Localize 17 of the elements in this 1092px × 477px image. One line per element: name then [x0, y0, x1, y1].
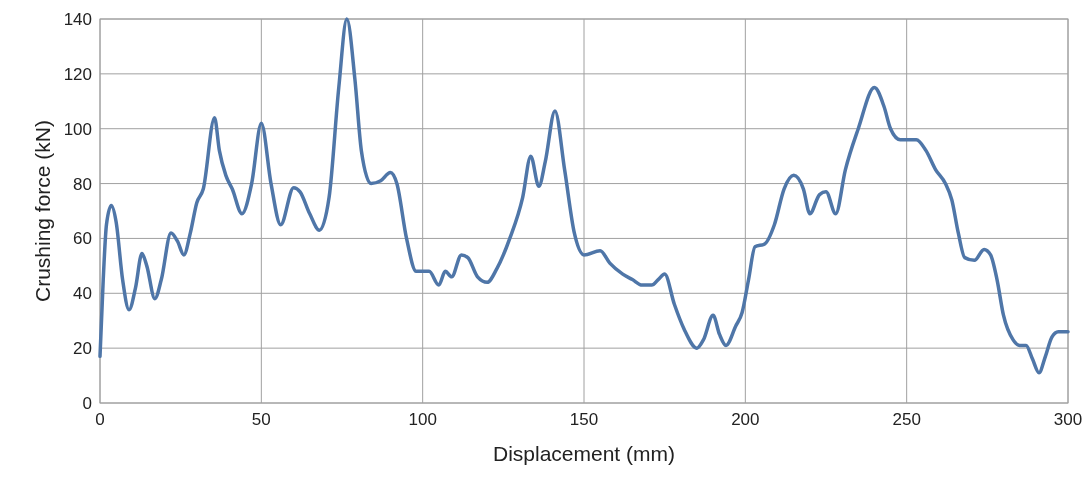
y-tick-label: 20 — [73, 339, 92, 359]
x-axis-title: Displacement (mm) — [492, 442, 676, 465]
x-tick-label: 0 — [95, 410, 105, 429]
x-tick-label: 300 — [1053, 410, 1083, 429]
y-tick-label: 80 — [73, 174, 92, 194]
x-tick-label: 100 — [408, 410, 437, 429]
y-tick-label: 100 — [63, 119, 92, 139]
x-tick-label: 150 — [569, 410, 599, 429]
y-tick-label: 0 — [82, 393, 92, 413]
x-tick-label: 50 — [251, 410, 271, 429]
y-tick-label: 40 — [73, 284, 92, 304]
y-axis-title: Crushing force (kN) — [31, 119, 54, 303]
x-tick-label: 250 — [892, 410, 921, 429]
y-tick-label: 60 — [73, 229, 92, 249]
x-tick-label: 200 — [731, 410, 760, 429]
y-tick-label: 140 — [63, 9, 92, 29]
y-tick-label: 120 — [63, 64, 92, 84]
